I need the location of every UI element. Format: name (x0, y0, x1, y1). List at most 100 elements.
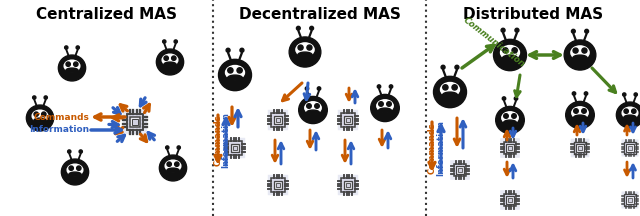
FancyBboxPatch shape (123, 110, 147, 134)
FancyBboxPatch shape (450, 160, 470, 180)
Circle shape (501, 28, 505, 32)
Bar (458, 168, 462, 172)
FancyBboxPatch shape (621, 140, 639, 157)
Circle shape (512, 48, 517, 53)
Bar (625, 142, 636, 154)
Bar (274, 181, 282, 189)
Ellipse shape (61, 159, 88, 185)
Circle shape (167, 162, 172, 166)
Circle shape (69, 166, 74, 170)
Ellipse shape (34, 118, 46, 123)
Circle shape (44, 96, 47, 99)
Circle shape (166, 146, 169, 149)
Bar (506, 196, 514, 204)
Ellipse shape (299, 96, 327, 124)
Bar (274, 116, 282, 124)
Ellipse shape (571, 46, 589, 59)
Ellipse shape (504, 120, 516, 125)
FancyBboxPatch shape (268, 175, 288, 195)
Ellipse shape (493, 39, 527, 71)
Ellipse shape (624, 115, 636, 120)
Circle shape (65, 46, 68, 49)
Bar (276, 183, 280, 187)
Text: Commands: Commands (214, 114, 223, 166)
Ellipse shape (58, 55, 86, 81)
Circle shape (634, 93, 637, 96)
Ellipse shape (377, 100, 393, 112)
Bar (456, 166, 464, 174)
Circle shape (177, 146, 180, 149)
Circle shape (317, 87, 321, 90)
Ellipse shape (64, 60, 80, 72)
Bar (506, 144, 514, 152)
Circle shape (584, 92, 588, 95)
Circle shape (77, 166, 81, 170)
Ellipse shape (32, 110, 48, 122)
Bar (628, 146, 632, 150)
Ellipse shape (440, 83, 460, 97)
Circle shape (34, 112, 38, 116)
Ellipse shape (566, 102, 595, 129)
Circle shape (175, 162, 179, 166)
Bar (341, 113, 355, 127)
Ellipse shape (69, 172, 81, 177)
Ellipse shape (371, 94, 399, 122)
Bar (276, 118, 280, 122)
Bar (508, 198, 513, 202)
Ellipse shape (225, 65, 244, 79)
Text: Information: Information (29, 125, 89, 135)
Bar (504, 194, 516, 206)
Ellipse shape (296, 43, 314, 56)
Circle shape (624, 109, 628, 113)
Ellipse shape (622, 107, 638, 119)
Ellipse shape (156, 49, 184, 75)
Bar (628, 198, 632, 202)
FancyBboxPatch shape (500, 190, 520, 210)
Circle shape (632, 109, 636, 113)
Circle shape (573, 48, 578, 53)
Circle shape (307, 104, 311, 108)
Ellipse shape (298, 52, 312, 58)
Circle shape (515, 28, 519, 32)
Circle shape (387, 102, 391, 106)
Ellipse shape (26, 105, 54, 131)
Ellipse shape (289, 37, 321, 67)
Circle shape (74, 62, 78, 66)
Ellipse shape (159, 155, 187, 181)
Circle shape (174, 40, 177, 43)
Text: Centralized MAS: Centralized MAS (36, 7, 177, 22)
Ellipse shape (572, 107, 588, 119)
Ellipse shape (502, 55, 517, 61)
Ellipse shape (433, 76, 467, 108)
Bar (576, 144, 584, 152)
Ellipse shape (502, 112, 518, 124)
Circle shape (572, 92, 576, 95)
FancyBboxPatch shape (500, 138, 520, 158)
Ellipse shape (305, 102, 321, 114)
Circle shape (441, 65, 445, 69)
Circle shape (226, 48, 230, 52)
Circle shape (298, 45, 303, 50)
Circle shape (66, 62, 70, 66)
Circle shape (305, 87, 308, 90)
Ellipse shape (500, 46, 520, 60)
FancyBboxPatch shape (268, 110, 288, 130)
Bar (625, 194, 636, 206)
Ellipse shape (573, 115, 586, 120)
Circle shape (172, 56, 176, 60)
Circle shape (240, 48, 244, 52)
Bar (127, 114, 143, 130)
Ellipse shape (307, 110, 319, 115)
Circle shape (582, 109, 586, 113)
Circle shape (296, 26, 300, 30)
Bar (508, 146, 513, 150)
Text: Commands: Commands (33, 113, 89, 121)
Ellipse shape (167, 168, 179, 173)
Bar (344, 116, 352, 124)
Ellipse shape (496, 106, 524, 133)
Circle shape (164, 56, 168, 60)
Circle shape (68, 150, 71, 153)
Circle shape (582, 48, 587, 53)
Circle shape (228, 68, 233, 73)
Circle shape (315, 104, 319, 108)
